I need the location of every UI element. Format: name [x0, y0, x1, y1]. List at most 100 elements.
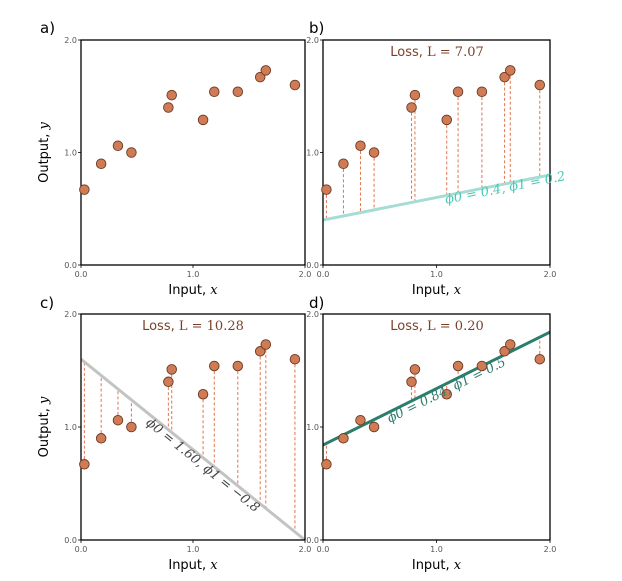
y-tick-label: 1.0	[64, 423, 77, 432]
x-tick-label: 2.0	[544, 270, 557, 279]
data-point	[409, 364, 421, 375]
line-params-label: ϕ0 = 1.60, ϕ1 = −0.8	[143, 415, 262, 515]
loss-value: L = 0.20	[427, 319, 484, 334]
loss-label-text: Loss,	[390, 45, 427, 60]
x-tick-label: 1.0	[187, 270, 200, 279]
loss-label: Loss, L = 7.07	[390, 45, 484, 60]
data-point	[409, 89, 421, 101]
data-point	[95, 433, 107, 444]
model-line	[323, 330, 550, 447]
data-point	[476, 86, 488, 97]
data-point	[79, 184, 90, 195]
axes-frame	[322, 39, 551, 266]
panel-d: d) 0.0 1.0 2.0 0.0 1.0 2.0 Input, x Loss, L = 0.…	[306, 294, 556, 573]
data-point	[441, 388, 452, 400]
y-axis-label-text: Output,	[37, 129, 52, 182]
y-axis-label: Output, y	[37, 121, 52, 182]
data-point	[126, 421, 137, 433]
data-point	[166, 364, 177, 375]
data-point	[232, 360, 244, 372]
line-params-label: ϕ0 = 0.84, ϕ1 = 0.5	[385, 355, 508, 427]
x-tick-label: 0.0	[75, 270, 88, 279]
data-point	[338, 158, 349, 169]
data-point	[232, 86, 244, 97]
data-point	[321, 459, 332, 470]
y-axis-label-text: Output,	[37, 404, 52, 457]
data-point	[321, 184, 332, 195]
model-line	[323, 173, 550, 222]
data-point	[260, 65, 272, 76]
x-tick-label: 0.0	[317, 545, 330, 554]
data-point	[197, 114, 209, 126]
data-point	[209, 86, 220, 97]
data-point	[112, 140, 124, 151]
data-point	[209, 360, 220, 372]
data-point	[355, 414, 366, 426]
data-point	[534, 79, 546, 91]
y-tick-label: 2.0	[64, 36, 77, 45]
data-point	[406, 102, 417, 113]
data-point	[112, 414, 124, 426]
loss-label: Loss, L = 10.28	[142, 319, 244, 334]
data-point	[406, 376, 417, 388]
data-point	[368, 147, 380, 158]
x-axis-label-text: Input,	[412, 558, 454, 573]
loss-label: Loss, L = 0.20	[390, 319, 484, 334]
x-tick-label: 2.0	[299, 545, 312, 554]
data-point	[254, 71, 266, 83]
x-tick-label: 0.0	[317, 270, 330, 279]
panel-label: a)	[40, 19, 55, 37]
data-point	[79, 459, 90, 470]
data-point	[476, 360, 488, 372]
y-axis-label-var: y	[37, 396, 52, 405]
panel-c: c) 0.0 1.0 2.0 0.0 1.0 2.0 Input, x Output, y Los…	[37, 294, 311, 573]
data-point	[338, 433, 349, 444]
data-point	[95, 158, 107, 169]
y-axis-label: Output, y	[37, 396, 52, 457]
y-tick-label: 0.0	[306, 261, 319, 270]
data-point	[355, 140, 366, 151]
y-axis-label-var: y	[37, 121, 52, 130]
panel-a: a) 0.0 1.0 2.0 0.0 1.0 2.0 Input, x Output, y	[37, 19, 311, 298]
data-point	[126, 147, 137, 158]
y-tick-label: 1.0	[64, 149, 77, 158]
panel-label: c)	[40, 294, 54, 312]
data-point	[166, 89, 177, 101]
data-point	[289, 79, 301, 91]
data-point	[441, 114, 452, 126]
data-point	[452, 360, 464, 372]
y-tick-label: 1.0	[306, 423, 319, 432]
x-axis-label-var: x	[454, 558, 462, 573]
y-tick-label: 2.0	[64, 310, 77, 319]
line-params-label: ϕ0 = 0.4, ϕ1 = 0.2	[444, 169, 567, 207]
x-axis-label-text: Input,	[412, 283, 454, 298]
y-tick-label: 1.0	[306, 149, 319, 158]
x-tick-label: 2.0	[299, 270, 312, 279]
data-point	[254, 346, 266, 357]
x-axis-label-text: Input,	[168, 558, 210, 573]
x-axis-label: Input, x	[412, 283, 462, 298]
panel-label: b)	[309, 19, 324, 37]
x-tick-label: 1.0	[430, 545, 443, 554]
x-axis-label-var: x	[210, 558, 218, 573]
loss-value: L = 7.07	[427, 45, 484, 60]
data-point	[197, 388, 209, 400]
x-axis-label-var: x	[210, 283, 218, 298]
y-tick-label: 0.0	[306, 536, 319, 545]
data-point	[505, 339, 516, 350]
loss-value: L = 10.28	[179, 319, 244, 334]
data-point	[368, 421, 380, 433]
x-tick-label: 0.0	[75, 545, 88, 554]
x-axis-label: Input, x	[168, 283, 218, 298]
axes-frame	[80, 39, 306, 266]
data-point	[452, 86, 464, 97]
panel-label: d)	[309, 294, 324, 312]
y-tick-label: 0.0	[64, 261, 77, 270]
x-tick-label: 1.0	[430, 270, 443, 279]
model-line	[81, 358, 305, 540]
data-point	[499, 71, 510, 83]
data-point	[260, 339, 272, 350]
data-point	[289, 353, 301, 365]
x-axis-label: Input, x	[412, 558, 462, 573]
